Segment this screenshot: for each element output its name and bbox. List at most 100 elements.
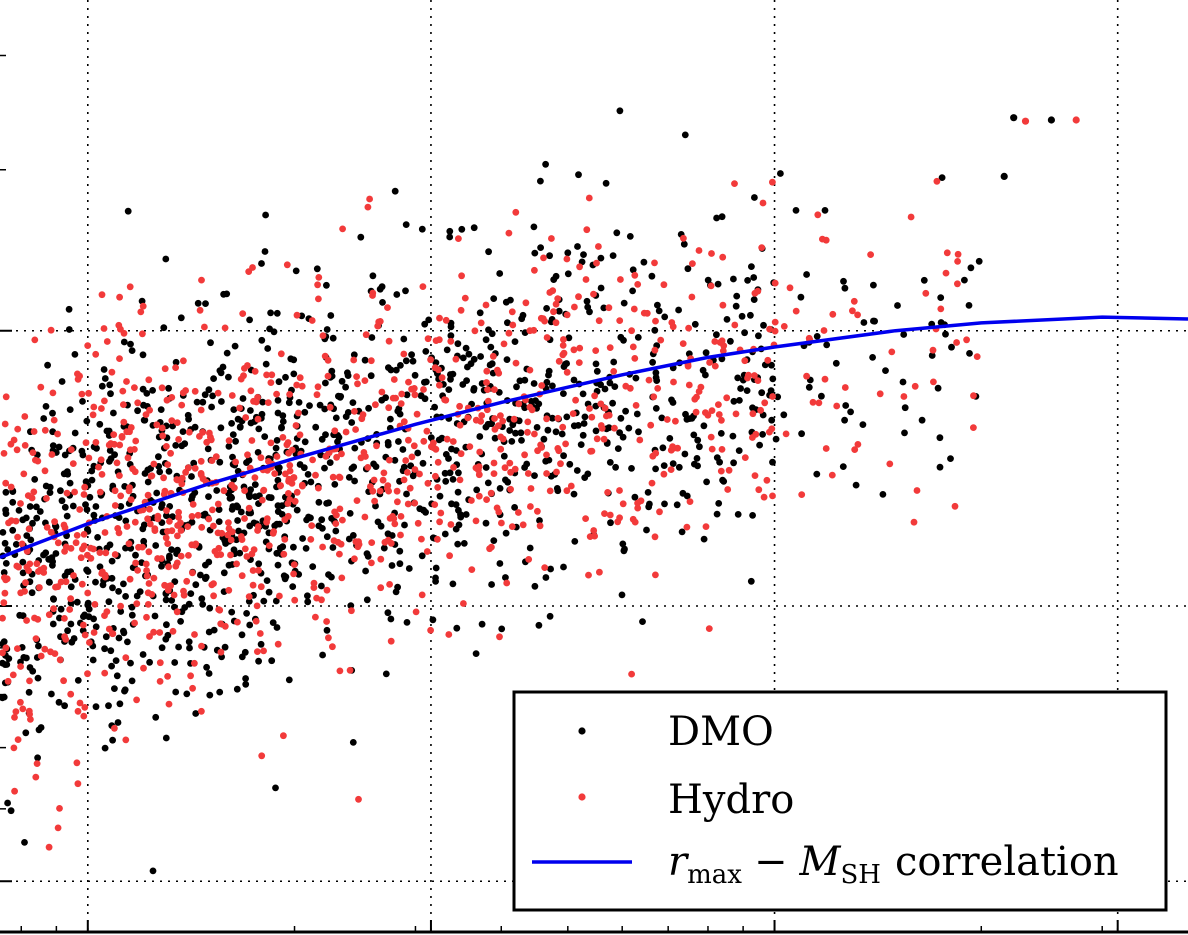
dmo-point bbox=[191, 489, 199, 496]
hydro-point bbox=[168, 417, 176, 424]
dmo-point bbox=[101, 744, 109, 752]
hydro-point bbox=[215, 544, 223, 552]
hydro-point bbox=[354, 380, 361, 388]
hydro-point bbox=[13, 562, 21, 570]
dmo-point bbox=[577, 441, 585, 448]
hydro-point bbox=[364, 464, 372, 471]
dmo-point bbox=[342, 383, 349, 391]
hydro-point bbox=[973, 353, 981, 360]
dmo-point bbox=[477, 353, 484, 360]
hydro-point bbox=[342, 428, 350, 436]
hydro-point bbox=[293, 311, 301, 319]
dmo-point bbox=[613, 229, 621, 237]
dmo-point bbox=[445, 386, 453, 393]
hydro-point bbox=[582, 515, 589, 522]
hydro-point bbox=[198, 523, 206, 531]
hydro-point bbox=[267, 439, 275, 447]
hydro-point bbox=[718, 446, 726, 453]
hydro-point bbox=[483, 496, 490, 503]
hydro-point bbox=[822, 236, 830, 244]
dmo-point bbox=[620, 299, 628, 307]
dmo-point bbox=[155, 453, 162, 461]
dmo-point bbox=[229, 453, 236, 461]
hydro-point bbox=[537, 441, 544, 449]
dmo-point bbox=[325, 499, 332, 507]
hydro-point bbox=[660, 281, 668, 289]
legend-correlation-label: rmax − MSH correlation bbox=[668, 839, 1119, 890]
hydro-point bbox=[614, 518, 622, 526]
dmo-point bbox=[379, 299, 386, 306]
dmo-point bbox=[694, 436, 702, 444]
dmo-point bbox=[729, 432, 737, 440]
hydro-point bbox=[314, 281, 321, 289]
dmo-point bbox=[109, 584, 116, 592]
dmo-point bbox=[272, 784, 279, 792]
hydro-point bbox=[524, 418, 532, 426]
hydro-point bbox=[805, 334, 813, 342]
hydro-point bbox=[1, 589, 9, 597]
hydro-point bbox=[319, 543, 326, 551]
dmo-point bbox=[485, 326, 492, 334]
dmo-point bbox=[89, 656, 97, 664]
hydro-point bbox=[766, 325, 773, 333]
dmo-point bbox=[81, 611, 88, 619]
hydro-point bbox=[338, 574, 346, 582]
hydro-point bbox=[319, 332, 327, 339]
hydro-point bbox=[95, 463, 102, 471]
hydro-point bbox=[96, 488, 104, 496]
dmo-point bbox=[387, 415, 394, 423]
dmo-point bbox=[619, 540, 627, 548]
hydro-point bbox=[457, 306, 465, 314]
hydro-point bbox=[487, 489, 495, 497]
hydro-point bbox=[418, 535, 425, 543]
dmo-point bbox=[171, 578, 179, 585]
dmo-point bbox=[573, 467, 581, 474]
hydro-point bbox=[412, 608, 420, 616]
hydro-point bbox=[102, 549, 110, 557]
dmo-point bbox=[242, 675, 250, 682]
dmo-point bbox=[108, 662, 115, 670]
hydro-point bbox=[591, 532, 598, 540]
hydro-point bbox=[552, 300, 560, 308]
dmo-point bbox=[290, 356, 298, 364]
dmo-point bbox=[730, 459, 737, 467]
dmo-point bbox=[453, 624, 461, 632]
dmo-point bbox=[282, 373, 289, 381]
dmo-point bbox=[108, 557, 116, 565]
hydro-point bbox=[284, 500, 292, 507]
hydro-point bbox=[719, 347, 727, 355]
hydro-point bbox=[238, 572, 246, 580]
hydro-point bbox=[27, 716, 34, 723]
dmo-point bbox=[777, 170, 784, 177]
hydro-point bbox=[377, 555, 385, 563]
hydro-point bbox=[585, 571, 592, 579]
dmo-point bbox=[899, 378, 907, 386]
hydro-point bbox=[466, 443, 474, 450]
hydro-point bbox=[348, 607, 355, 615]
dmo-point bbox=[821, 207, 829, 214]
dmo-point bbox=[57, 605, 65, 613]
dmo-point bbox=[460, 540, 468, 547]
dmo-point bbox=[760, 321, 767, 329]
hydro-point bbox=[117, 325, 124, 333]
hydro-point bbox=[338, 450, 345, 458]
dmo-point bbox=[631, 493, 639, 501]
dmo-point bbox=[101, 645, 108, 653]
hydro-point bbox=[156, 659, 164, 667]
dmo-point bbox=[156, 468, 164, 476]
dmo-point bbox=[247, 419, 255, 427]
hydro-point bbox=[634, 504, 642, 512]
hydro-point bbox=[77, 554, 85, 562]
hydro-point bbox=[685, 324, 692, 332]
dmo-point bbox=[542, 160, 549, 168]
hydro-point bbox=[173, 419, 181, 426]
dmo-point bbox=[934, 384, 942, 392]
dmo-point bbox=[581, 474, 589, 481]
hydro-point bbox=[74, 780, 82, 788]
hydro-point bbox=[540, 254, 547, 262]
dmo-point bbox=[45, 578, 53, 586]
dmo-point bbox=[158, 562, 165, 570]
hydro-point bbox=[265, 542, 273, 549]
hydro-point bbox=[336, 667, 344, 675]
hydro-point bbox=[749, 410, 757, 418]
